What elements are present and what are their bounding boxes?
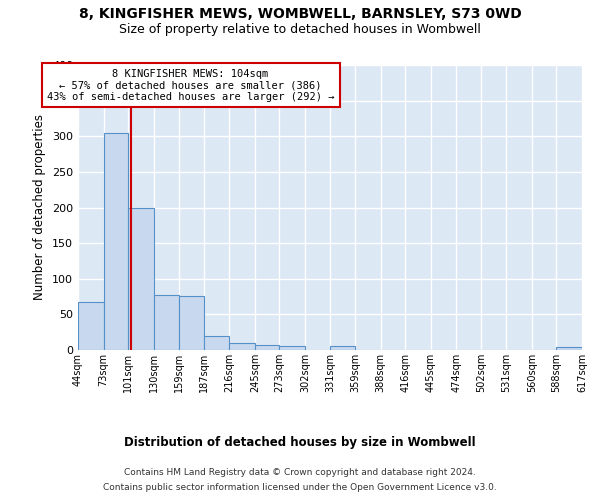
- Bar: [229, 343, 255, 350]
- Text: Size of property relative to detached houses in Wombwell: Size of property relative to detached ho…: [119, 22, 481, 36]
- Bar: [128, 208, 154, 350]
- Text: Contains public sector information licensed under the Open Government Licence v3: Contains public sector information licen…: [103, 483, 497, 492]
- Bar: [154, 295, 179, 350]
- Text: 8 KINGFISHER MEWS: 104sqm
← 57% of detached houses are smaller (386)
43% of semi: 8 KINGFISHER MEWS: 104sqm ← 57% of detac…: [47, 68, 334, 102]
- Bar: [104, 132, 128, 350]
- Bar: [78, 302, 104, 350]
- Bar: [331, 346, 355, 350]
- Bar: [204, 336, 229, 350]
- Y-axis label: Number of detached properties: Number of detached properties: [34, 114, 46, 300]
- Text: 8, KINGFISHER MEWS, WOMBWELL, BARNSLEY, S73 0WD: 8, KINGFISHER MEWS, WOMBWELL, BARNSLEY, …: [79, 8, 521, 22]
- Bar: [255, 345, 280, 350]
- Bar: [556, 347, 582, 350]
- Text: Contains HM Land Registry data © Crown copyright and database right 2024.: Contains HM Land Registry data © Crown c…: [124, 468, 476, 477]
- Bar: [280, 346, 305, 350]
- Bar: [179, 296, 204, 350]
- Text: Distribution of detached houses by size in Wombwell: Distribution of detached houses by size …: [124, 436, 476, 449]
